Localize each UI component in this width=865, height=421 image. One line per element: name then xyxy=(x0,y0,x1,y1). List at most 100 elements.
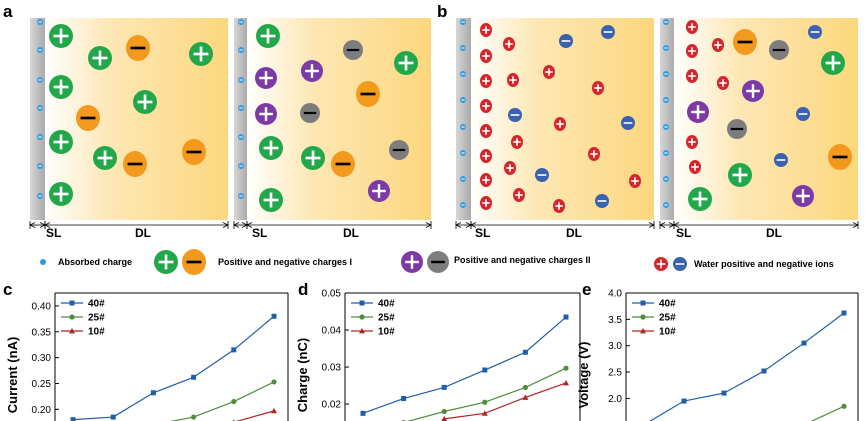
water-positive-ion-icon xyxy=(712,38,724,52)
water-positive-ion-icon xyxy=(503,37,515,51)
data-point xyxy=(721,390,727,396)
dl-label-4: DL xyxy=(766,226,782,240)
absorbed-charge-dot xyxy=(460,97,466,103)
absorbed-charge-dot xyxy=(238,163,244,169)
data-point xyxy=(441,408,447,415)
chart-d: 0.02 0.03 0.04 0.05 Charge (nC) 40# 25# 10# xyxy=(295,289,581,421)
series-line-40 xyxy=(649,312,845,421)
data-point xyxy=(271,313,277,319)
absorbed-charge-dot xyxy=(37,163,43,169)
schematic-box-2 xyxy=(234,18,431,220)
legend-water-positive-ion-icon xyxy=(654,257,668,271)
negative-charge-I-icon xyxy=(828,144,852,170)
water-negative-ion-icon xyxy=(535,168,549,182)
legend-label: 25# xyxy=(88,313,105,324)
legend-marker xyxy=(69,300,75,306)
positive-charge-I-icon xyxy=(301,146,325,170)
legend-marker xyxy=(640,314,646,320)
water-positive-ion-icon xyxy=(480,124,492,138)
absorbed-charge-dot xyxy=(37,19,43,25)
water-positive-ion-icon xyxy=(480,49,492,63)
data-point xyxy=(563,365,569,371)
data-point xyxy=(441,415,448,421)
y-tick-label: 4.0 xyxy=(608,289,622,300)
absorbed-charge-dot xyxy=(663,202,669,208)
water-positive-ion-icon xyxy=(480,149,492,163)
data-point xyxy=(841,403,847,409)
sl-label-3: SL xyxy=(475,226,490,240)
dl-label-2: DL xyxy=(343,226,359,240)
positive-charge-II-icon xyxy=(792,185,814,207)
positive-charge-I-icon xyxy=(259,188,283,212)
water-positive-ion-icon xyxy=(717,76,729,90)
water-positive-ion-icon xyxy=(504,161,516,175)
legend-absorbed-text: Absorbed charge xyxy=(58,257,132,267)
absorbed-charge-dot xyxy=(460,176,466,182)
dl-label-1: DL xyxy=(135,226,151,240)
negative-charge-I-icon xyxy=(126,35,150,61)
y-axis-label: Charge (nC) xyxy=(295,338,310,412)
sl-label-2: SL xyxy=(252,226,267,240)
water-negative-ion-icon xyxy=(796,107,810,121)
positive-charge-I-icon xyxy=(93,146,117,170)
legend-label: 10# xyxy=(659,327,676,338)
data-point xyxy=(231,398,237,405)
absorbed-charge-dot xyxy=(460,202,466,208)
series-line-10 xyxy=(235,410,275,421)
absorbed-charge-dot xyxy=(37,193,43,199)
data-point xyxy=(150,390,156,396)
water-positive-ion-icon xyxy=(686,20,698,34)
absorbed-charge-dot xyxy=(460,45,466,51)
positive-charge-II-icon xyxy=(742,80,764,102)
absorbed-charge-dot xyxy=(460,19,466,25)
positive-charge-I-icon xyxy=(49,75,73,99)
absorbed-charge-dot xyxy=(238,19,244,25)
water-positive-ion-icon xyxy=(511,135,523,149)
negative-charge-I-icon xyxy=(123,151,147,177)
absorbed-charge-dot xyxy=(663,97,669,103)
water-negative-ion-icon xyxy=(601,25,615,39)
legend-label: 40# xyxy=(378,299,395,310)
water-negative-ion-icon xyxy=(774,153,788,167)
legend-water-negative-ion-icon xyxy=(673,257,687,271)
negative-charge-II-icon xyxy=(300,103,320,123)
positive-charge-I-icon xyxy=(259,136,283,160)
water-positive-ion-icon xyxy=(480,196,492,210)
legend-marker xyxy=(359,328,365,334)
data-point xyxy=(563,314,569,320)
positive-charge-II-icon xyxy=(687,101,709,123)
data-point xyxy=(191,414,197,420)
positive-charge-I-icon xyxy=(394,51,418,75)
positive-charge-I-icon xyxy=(256,24,280,48)
legend-marker xyxy=(359,300,365,306)
legend-marker xyxy=(359,314,365,320)
water-positive-ion-icon xyxy=(689,160,701,174)
legend-water-text: Water positive and negative ions xyxy=(694,259,834,269)
series-line-40 xyxy=(72,315,275,421)
absorbed-charge-dot xyxy=(663,19,669,25)
dl-label-3: DL xyxy=(566,226,582,240)
legend-marker xyxy=(640,300,646,306)
absorbed-charge-dot xyxy=(238,77,244,83)
y-tick-label: 0.02 xyxy=(322,400,342,411)
water-positive-ion-icon xyxy=(543,65,555,79)
absorbed-charge-dot xyxy=(37,134,43,140)
chart-c: 0.20 0.25 0.30 0.35 0.40 Current (nA) 40# 25# 10… xyxy=(5,292,289,421)
y-tick-label: 2.5 xyxy=(608,368,622,379)
sl-label-1: SL xyxy=(46,226,61,240)
data-point xyxy=(801,340,807,346)
legend-negative-charge-II-icon xyxy=(427,251,449,273)
series-line-25 xyxy=(810,405,845,421)
positive-charge-I-icon xyxy=(49,24,73,48)
legend-label: 10# xyxy=(88,327,105,338)
absorbed-charge-dot xyxy=(663,71,669,77)
data-point xyxy=(522,394,529,400)
sl-label-4: SL xyxy=(676,226,691,240)
data-point xyxy=(761,368,767,374)
y-tick-label: 0.05 xyxy=(322,289,342,300)
legend-charges1-text: Positive and negative charges I xyxy=(218,257,352,267)
absorbed-charge-dot xyxy=(663,150,669,156)
series-line-40 xyxy=(362,316,567,414)
panel-label-c: c xyxy=(3,280,12,299)
water-positive-ion-icon xyxy=(553,199,565,213)
